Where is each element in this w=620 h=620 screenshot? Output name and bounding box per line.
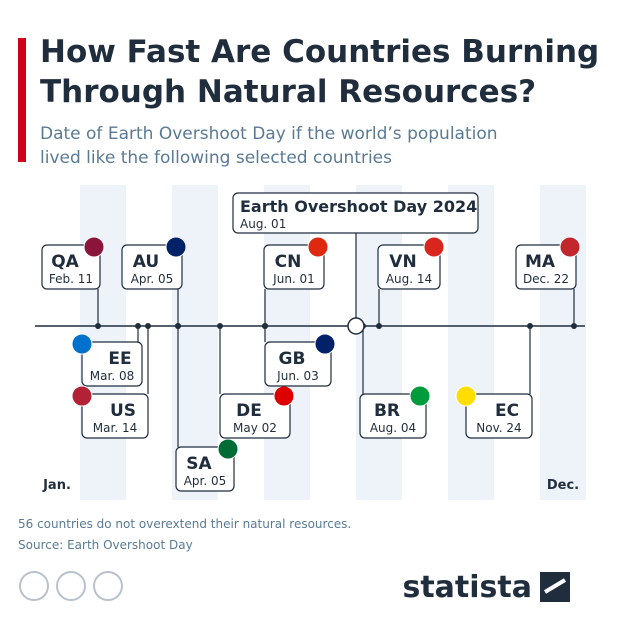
flag (71, 333, 93, 355)
country-code: MA (525, 252, 556, 272)
country-code: CN (275, 252, 302, 272)
country-date: Jun. 01 (272, 272, 315, 286)
highlight-label: Earth Overshoot Day 2024 (240, 197, 477, 216)
country-box (359, 393, 427, 439)
country-box (219, 393, 291, 439)
highlight-date: Aug. 01 (240, 217, 286, 231)
country-date: Apr. 05 (184, 474, 227, 488)
country-code: SA (186, 454, 212, 474)
stripe (448, 185, 494, 500)
country-box (81, 341, 143, 387)
country-box (264, 341, 332, 387)
globe-icon (347, 317, 365, 335)
country-code: EE (108, 349, 131, 369)
country-date: Nov. 24 (476, 421, 521, 435)
country-box (263, 244, 325, 290)
axis-dot (527, 323, 533, 329)
subtitle-line: lived like the following selected countr… (40, 148, 392, 168)
stripe (540, 185, 586, 500)
axis-dot (571, 323, 577, 329)
country-box (81, 393, 149, 439)
axis-dot (145, 323, 151, 329)
country-code: BR (374, 401, 400, 421)
title-line: Through Natural Resources? (40, 74, 536, 110)
axis-dot (135, 323, 141, 329)
axis-dot (217, 323, 223, 329)
country-code: GB (279, 349, 306, 369)
country-box (515, 244, 577, 290)
country-date: Feb. 11 (49, 272, 93, 286)
flag (83, 236, 105, 258)
axis-dot (175, 323, 181, 329)
country-box (121, 244, 183, 290)
country-box (41, 244, 101, 290)
subtitle-line: Date of Earth Overshoot Day if the world… (40, 124, 498, 144)
country-date: Aug. 14 (386, 272, 432, 286)
flag (165, 236, 187, 258)
month-stripes (80, 185, 586, 500)
flag (455, 385, 477, 407)
title-line: How Fast Are Countries Burning (40, 34, 599, 70)
country-date: May 02 (233, 421, 277, 435)
axis-end: Dec. (547, 478, 579, 493)
flag (307, 236, 329, 258)
country-code: US (110, 401, 136, 421)
country-date: Aug. 04 (370, 421, 416, 435)
country-date: Jun. 03 (276, 369, 319, 383)
axis-dot (95, 323, 101, 329)
flag (409, 385, 431, 407)
country-box (465, 393, 533, 439)
brand: statista (402, 570, 532, 605)
flag (273, 385, 295, 407)
flag (559, 236, 581, 258)
stripe (356, 185, 402, 500)
country-date: Apr. 05 (131, 272, 174, 286)
country-code: DE (236, 401, 262, 421)
axis-start: Jan. (42, 478, 71, 493)
country-date: Mar. 14 (93, 421, 137, 435)
brand-icon-mark (543, 578, 567, 594)
country-date: Dec. 22 (523, 272, 569, 286)
axis-dot (262, 323, 268, 329)
country-code: AU (133, 252, 159, 272)
country-code: VN (389, 252, 416, 272)
country-box (377, 244, 441, 290)
flag (423, 236, 445, 258)
axis-dot (376, 323, 382, 329)
flag (71, 385, 93, 407)
country-box (175, 446, 235, 492)
footer-source: Source: Earth Overshoot Day (18, 538, 193, 552)
accent-bar (18, 38, 26, 162)
flag (217, 438, 239, 460)
license-icons (19, 571, 123, 601)
footer-note: 56 countries do not overextend their nat… (18, 517, 351, 531)
country-code: EC (495, 401, 519, 421)
flag (314, 333, 336, 355)
highlight-box (232, 192, 479, 234)
country-date: Mar. 08 (90, 369, 134, 383)
country-code: QA (51, 252, 79, 272)
